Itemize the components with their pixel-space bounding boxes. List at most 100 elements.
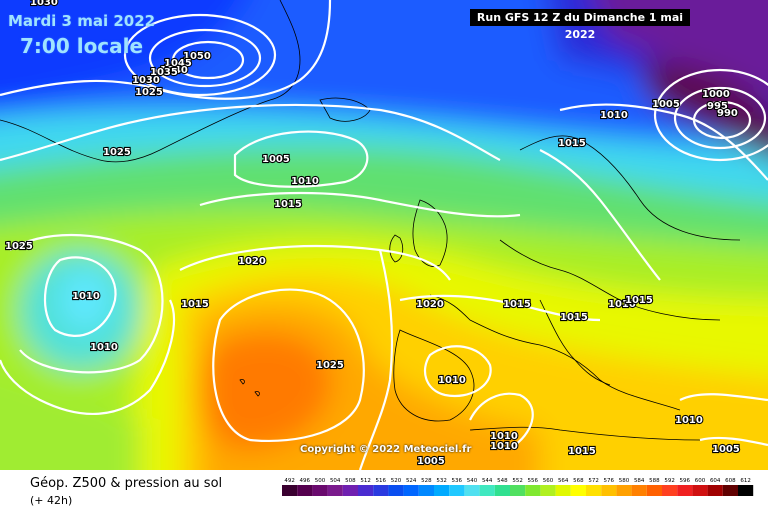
isobar-label: 1005 xyxy=(712,444,740,455)
legend-swatch xyxy=(555,485,571,496)
legend-value: 508 xyxy=(345,478,356,484)
coastlines xyxy=(0,0,741,441)
legend-value: 604 xyxy=(710,478,721,484)
legend-value: 584 xyxy=(634,478,645,484)
legend-swatch xyxy=(662,485,678,496)
legend-swatch xyxy=(464,485,480,496)
legend-swatch xyxy=(540,485,556,496)
isobar-label: 1015 xyxy=(558,138,586,149)
isobar-label: 1010 xyxy=(600,110,628,121)
legend-value: 568 xyxy=(573,478,584,484)
legend-value: 500 xyxy=(315,478,326,484)
legend-swatch xyxy=(479,485,495,496)
legend-swatch xyxy=(434,485,450,496)
isobar-label: 1040 xyxy=(160,65,188,76)
legend-value: 572 xyxy=(588,478,599,484)
legend-swatch xyxy=(403,485,419,496)
legend-value: 588 xyxy=(649,478,660,484)
legend-swatch xyxy=(373,485,389,496)
legend-value: 492 xyxy=(284,478,295,484)
isobar-labels: 1030 1050 1045 1040 1035 1030 1025 1025 … xyxy=(4,0,741,468)
legend-value: 528 xyxy=(421,478,432,484)
legend-value: 608 xyxy=(725,478,736,484)
isobar-label: 1025 xyxy=(5,241,33,252)
legend-value: 612 xyxy=(740,478,751,484)
isobar-label: 1030 xyxy=(132,75,160,86)
legend-value: 520 xyxy=(391,478,402,484)
isobar-label: 1005 xyxy=(652,99,680,110)
run-info: Run GFS 12 Z du Dimanche 1 mai 2022 xyxy=(470,9,690,41)
legend-swatch xyxy=(327,485,343,496)
legend-value: 576 xyxy=(604,478,615,484)
legend-swatch xyxy=(722,485,738,496)
legend-swatch xyxy=(677,485,693,496)
isobar-label: 1010 xyxy=(675,415,703,426)
isobar-label: 1015 xyxy=(503,299,531,310)
legend-value: 516 xyxy=(376,478,387,484)
legend-value: 512 xyxy=(360,478,371,484)
legend-swatch xyxy=(692,485,708,496)
legend-swatch xyxy=(449,485,465,496)
legend-swatch xyxy=(616,485,632,496)
weather-map: 1030 1050 1045 1040 1035 1030 1025 1025 … xyxy=(0,0,768,470)
isobar-label: 1005 xyxy=(262,154,290,165)
isobar-label: 1015 xyxy=(568,446,596,457)
legend-value: 536 xyxy=(452,478,463,484)
legend-swatch xyxy=(707,485,723,496)
isobar-label: 1050 xyxy=(183,51,211,62)
isobar-label: 1010 xyxy=(490,431,518,442)
isobar-label: 1010 xyxy=(291,176,319,187)
legend-value: 524 xyxy=(406,478,417,484)
legend-value: 552 xyxy=(512,478,523,484)
legend-value: 556 xyxy=(528,478,539,484)
lead-time: (+ 42h) xyxy=(30,494,73,507)
legend-value: 596 xyxy=(680,478,691,484)
legend-swatch xyxy=(297,485,313,496)
legend-swatch xyxy=(510,485,526,496)
isobar-label: 990 xyxy=(717,108,738,119)
color-scale-legend: 492 496 500 504 508 512 516 520 524 528 532 536 540 5… xyxy=(282,478,754,496)
legend-value: 580 xyxy=(619,478,630,484)
legend-swatch xyxy=(418,485,434,496)
legend-swatch xyxy=(358,485,374,496)
legend-swatch xyxy=(601,485,617,496)
isobar-label: 1025 xyxy=(103,147,131,158)
isobar-lines xyxy=(0,0,768,470)
isobar-label: 1010 xyxy=(438,375,466,386)
legend-swatch xyxy=(282,485,298,496)
isobar-label: 1010 xyxy=(490,441,518,452)
isobar-label: 1015 xyxy=(560,312,588,323)
isobar-label: 1020 xyxy=(238,256,266,267)
legend-value: 564 xyxy=(558,478,569,484)
isobar-label: 1020 xyxy=(416,299,444,310)
isobar-label: 1005 xyxy=(417,456,445,467)
legend-swatch xyxy=(738,485,754,496)
isobar-label: 1045 xyxy=(164,58,192,69)
legend-value: 548 xyxy=(497,478,508,484)
isobar-label: 1025 xyxy=(316,360,344,371)
product-title: Géop. Z500 & pression au sol xyxy=(30,476,223,491)
legend-value: 540 xyxy=(467,478,478,484)
isobar-label: 1010 xyxy=(90,342,118,353)
isobar-label: 995 xyxy=(707,101,728,112)
forecast-time: 7:00 locale xyxy=(20,34,144,58)
forecast-date: Mardi 3 mai 2022 xyxy=(8,12,156,30)
isobar-label: 1025 xyxy=(135,87,163,98)
isobar-label: 1010 xyxy=(608,299,636,310)
copyright-notice: Copyright © 2022 Meteociel.fr xyxy=(300,444,472,455)
legend-swatch xyxy=(586,485,602,496)
isobar-label: 1010 xyxy=(72,291,100,302)
isobar-label: 1015 xyxy=(274,199,302,210)
legend-swatch xyxy=(525,485,541,496)
legend-value: 532 xyxy=(436,478,447,484)
legend-value: 600 xyxy=(695,478,706,484)
legend-swatch xyxy=(312,485,328,496)
legend-swatch xyxy=(494,485,510,496)
geopotential-field xyxy=(0,0,768,470)
map-footer: Géop. Z500 & pression au sol (+ 42h) 492… xyxy=(0,470,768,512)
isobar-label: 1000 xyxy=(702,89,730,100)
legend-swatch xyxy=(570,485,586,496)
legend-value: 544 xyxy=(482,478,493,484)
legend-swatch xyxy=(631,485,647,496)
legend-value: 560 xyxy=(543,478,554,484)
